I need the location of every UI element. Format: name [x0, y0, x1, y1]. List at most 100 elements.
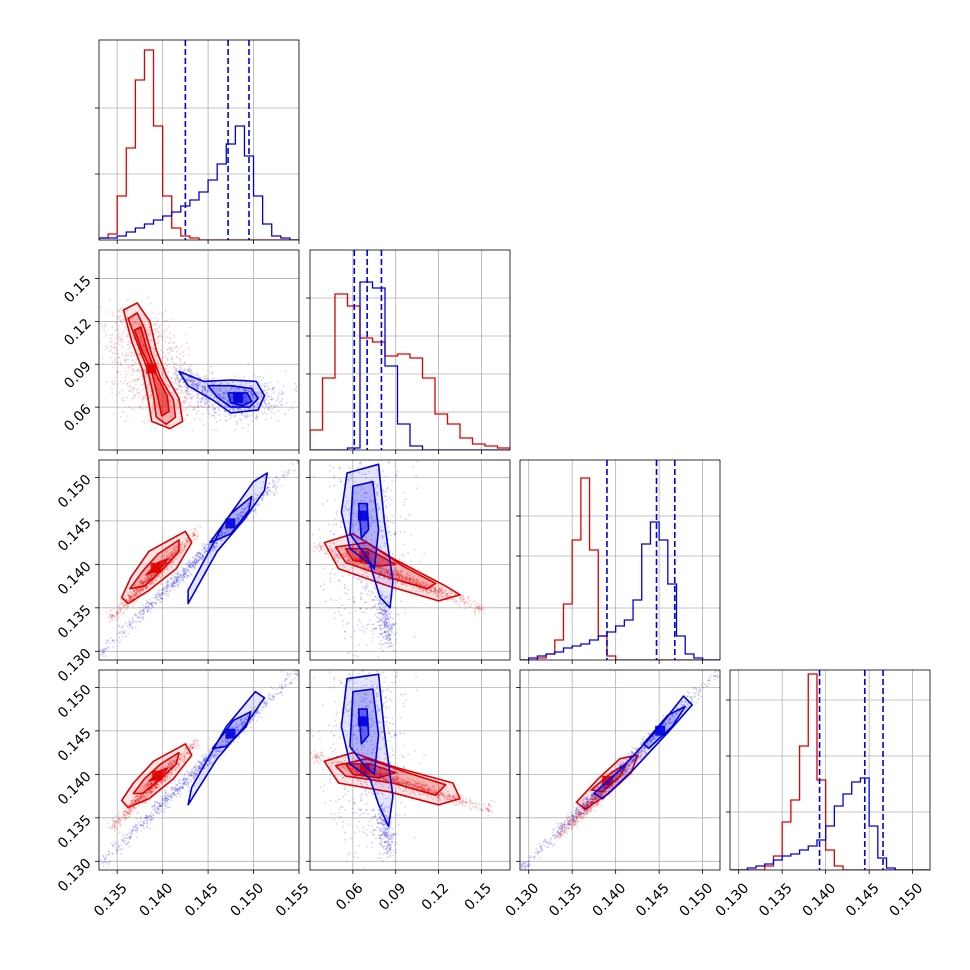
scatter-point — [278, 392, 280, 395]
scatter-point — [165, 795, 168, 797]
scatter-point — [208, 388, 211, 391]
scatter-point — [203, 389, 206, 392]
scatter-point — [133, 388, 135, 391]
scatter-point — [220, 403, 223, 406]
scatter-point — [134, 321, 137, 324]
scatter-point — [258, 503, 261, 506]
scatter-point — [187, 574, 189, 577]
scatter-point — [133, 591, 136, 594]
scatter-point — [154, 787, 157, 790]
scatter-point — [128, 369, 130, 371]
scatter-point — [177, 584, 180, 587]
scatter-point — [163, 779, 166, 782]
scatter-point — [155, 783, 158, 786]
scatter-point — [184, 757, 187, 760]
scatter-point — [175, 546, 178, 549]
scatter-point — [169, 577, 172, 580]
scatter-point — [139, 795, 141, 798]
scatter-point — [154, 785, 156, 788]
scatter-point — [203, 385, 206, 388]
scatter-point — [134, 799, 137, 802]
scatter-point — [144, 792, 147, 795]
scatter-point — [274, 487, 277, 490]
scatter-point — [133, 321, 136, 324]
scatter-point — [165, 348, 168, 351]
scatter-point — [193, 528, 196, 530]
scatter-point — [226, 400, 229, 403]
scatter-point — [199, 559, 201, 561]
scatter-point — [300, 459, 302, 461]
scatter-point — [161, 562, 164, 564]
scatter-point — [248, 386, 251, 388]
scatter-point — [156, 362, 159, 364]
scatter-point — [148, 791, 151, 793]
scatter-point — [156, 361, 159, 364]
scatter-point — [113, 820, 115, 822]
scatter-point — [200, 762, 203, 764]
scatter-point — [186, 542, 189, 545]
scatter-point — [139, 588, 142, 591]
scatter-point — [156, 595, 159, 598]
scatter-point — [185, 540, 188, 543]
scatter-point — [182, 569, 184, 571]
scatter-point — [184, 375, 186, 378]
scatter-point — [197, 555, 200, 558]
scatter-point — [176, 364, 178, 367]
scatter-point — [183, 755, 186, 758]
scatter-point — [132, 596, 135, 599]
scatter-point — [185, 386, 188, 389]
scatter-point — [197, 551, 200, 554]
scatter-point — [218, 534, 221, 537]
scatter-point — [189, 379, 191, 381]
scatter-point — [116, 611, 119, 614]
scatter-point — [199, 525, 202, 528]
scatter-point — [107, 346, 109, 349]
scatter-point — [248, 382, 251, 384]
scatter-point — [237, 519, 240, 521]
scatter-point — [178, 373, 181, 376]
scatter-point — [111, 826, 114, 828]
scatter-point — [236, 516, 239, 518]
scatter-point — [137, 589, 139, 592]
scatter-point — [117, 610, 119, 613]
scatter-point — [192, 561, 195, 564]
scatter-point — [113, 383, 115, 385]
scatter-point — [110, 617, 113, 619]
scatter-point — [185, 399, 188, 401]
scatter-point — [110, 340, 113, 343]
scatter-point — [125, 816, 127, 819]
scatter-point — [245, 401, 248, 404]
scatter-point — [188, 744, 191, 747]
scatter-point — [218, 393, 221, 396]
scatter-point — [272, 481, 274, 483]
scatter-point — [256, 504, 258, 507]
scatter-point — [114, 380, 117, 383]
scatter-point — [218, 390, 221, 393]
scatter-point — [201, 553, 204, 556]
scatter-point — [178, 381, 181, 384]
scatter-point — [215, 549, 217, 551]
scatter-point — [255, 417, 258, 420]
scatter-point — [137, 796, 140, 799]
scatter-point — [145, 406, 148, 409]
scatter-point — [252, 408, 254, 411]
scatter-point — [157, 347, 160, 349]
scatter-point — [190, 563, 193, 566]
scatter-point — [244, 399, 247, 402]
scatter-point — [183, 755, 186, 757]
scatter-point — [195, 747, 198, 749]
scatter-point — [271, 388, 273, 391]
scatter-point — [179, 756, 182, 759]
scatter-point — [146, 793, 149, 796]
scatter-point — [206, 403, 208, 405]
scatter-point — [193, 559, 196, 562]
scatter-point — [161, 377, 164, 380]
scatter-point — [166, 550, 169, 553]
scatter-point — [160, 597, 163, 600]
scatter-point — [179, 574, 182, 576]
scatter-point — [261, 497, 264, 500]
scatter-point — [134, 360, 137, 363]
scatter-point — [182, 573, 185, 575]
scatter-point — [243, 390, 246, 393]
scatter-point — [221, 530, 223, 533]
